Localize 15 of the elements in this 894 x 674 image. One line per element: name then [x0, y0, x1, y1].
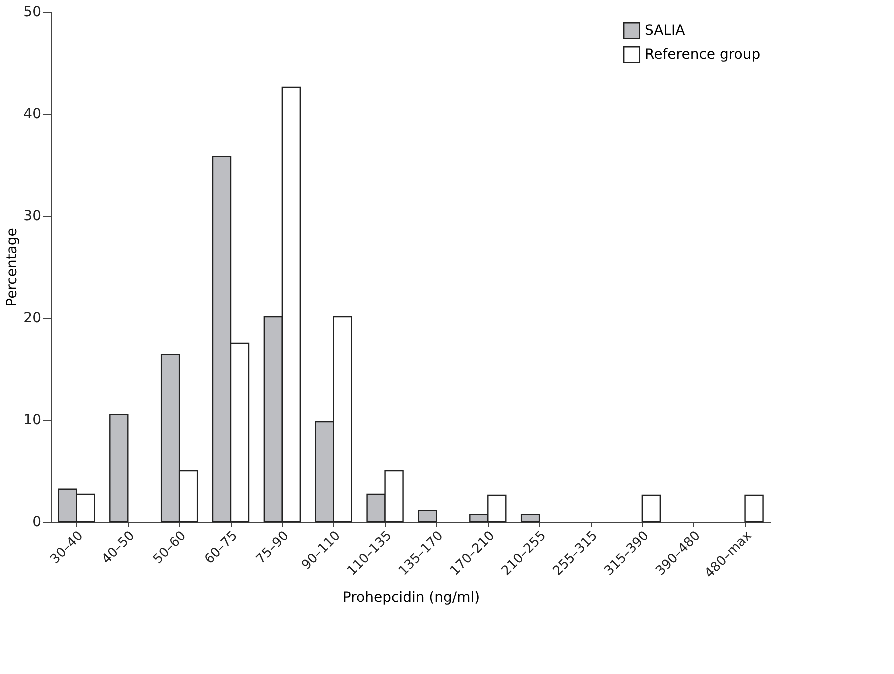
legend-label: SALIA [645, 23, 686, 39]
bar [744, 494, 764, 523]
bar [520, 514, 540, 523]
y-tick-label: 50 [24, 4, 42, 20]
y-axis-title: Percentage [4, 228, 21, 307]
bar [418, 510, 438, 523]
y-tick-label: 20 [24, 310, 42, 326]
legend-label: Reference group [645, 47, 761, 63]
y-tick-label: 30 [24, 208, 42, 224]
x-axis-title: Prohepcidin (ng/ml) [342, 590, 480, 606]
y-tick-label: 10 [24, 412, 42, 428]
bar [642, 494, 662, 523]
bar [110, 414, 129, 523]
y-tick-label: 40 [24, 106, 42, 122]
y-tick-label: 0 [32, 514, 42, 530]
